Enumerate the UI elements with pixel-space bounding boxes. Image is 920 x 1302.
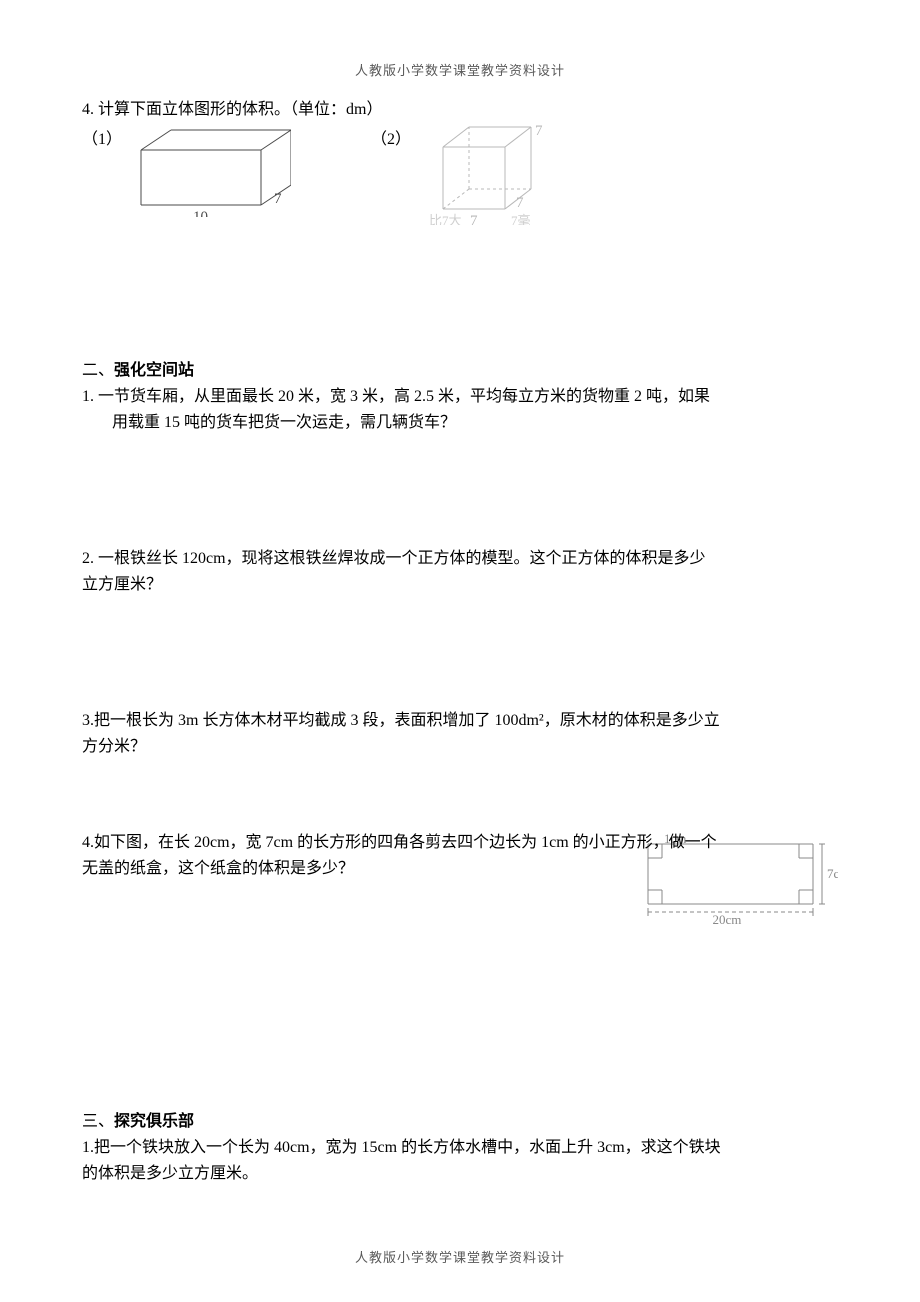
page-header: 人教版小学数学课堂教学资料设计 bbox=[82, 60, 838, 79]
q4-title: 4. 计算下面立体图形的体积。（单位：dm） bbox=[82, 97, 838, 123]
page-footer: 人教版小学数学课堂教学资料设计 bbox=[0, 1247, 920, 1266]
s3-p1b: 的体积是多少立方厘米。 bbox=[82, 1161, 838, 1187]
figure-row: （1） 1073 （2） 777比7大7毫 bbox=[82, 125, 838, 230]
s2-p2a: 2. 一根铁丝长 120cm，现将这根铁丝焊妆成一个正方体的模型。这个正方体的体… bbox=[82, 546, 838, 572]
svg-text:比7大: 比7大 bbox=[429, 213, 462, 225]
svg-text:7: 7 bbox=[516, 195, 524, 211]
fig1-cuboid: 1073 bbox=[136, 125, 291, 222]
s2-p1a: 1. 一节货车厢，从里面最长 20 米，宽 3 米，高 2.5 米，平均每立方米… bbox=[82, 384, 838, 410]
fig2-cube: 7 7 7 比7大 7毫 bbox=[425, 125, 555, 230]
fig1-label: （1） bbox=[82, 125, 136, 149]
s3-p1a: 1.把一个铁块放入一个长为 40cm，宽为 15cm 的长方体水槽中，水面上升 … bbox=[82, 1135, 838, 1161]
svg-text:20cm: 20cm bbox=[713, 912, 742, 924]
svg-text:10: 10 bbox=[193, 209, 208, 217]
svg-text:7: 7 bbox=[274, 191, 282, 207]
section2-title: 二、强化空间站 bbox=[82, 358, 838, 384]
s2-p1b: 用载重 15 吨的货车把货一次运走，需几辆货车？ bbox=[82, 410, 838, 436]
s2-p3b: 方分米？ bbox=[82, 734, 838, 760]
section3-num: 三、 bbox=[82, 1113, 114, 1130]
section3-txt: 探究俱乐部 bbox=[114, 1113, 194, 1130]
fig2-label: （2） bbox=[371, 125, 425, 149]
section3-title: 三、探究俱乐部 bbox=[82, 1109, 838, 1135]
svg-text:7: 7 bbox=[535, 125, 543, 139]
svg-text:7毫: 7毫 bbox=[511, 213, 531, 225]
s2-p3a: 3.把一根长为 3m 长方体木材平均截成 3 段，表面积增加了 100dm²，原… bbox=[82, 708, 838, 734]
svg-text:7: 7 bbox=[470, 213, 478, 225]
svg-text:7cm: 7cm bbox=[827, 866, 838, 881]
s2-p2b: 立方厘米？ bbox=[82, 572, 838, 598]
section2-txt: 强化空间站 bbox=[114, 362, 194, 379]
section2-num: 二、 bbox=[82, 362, 114, 379]
